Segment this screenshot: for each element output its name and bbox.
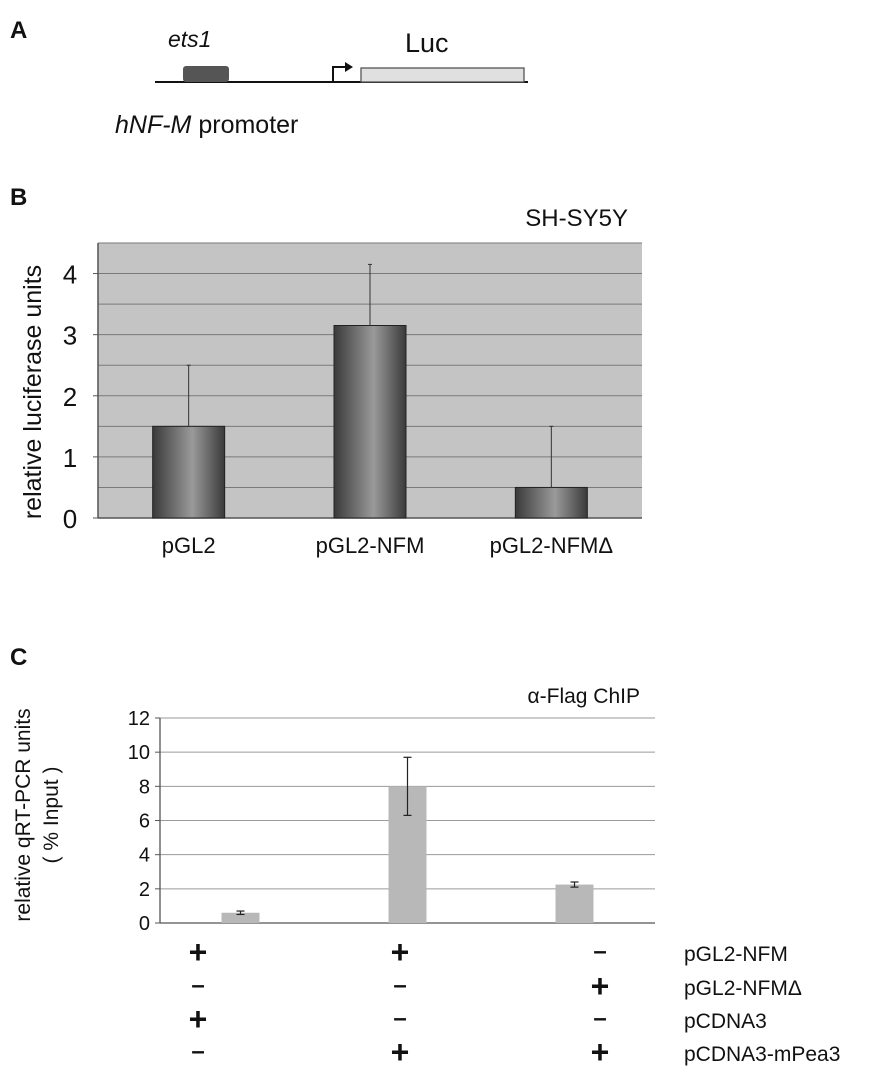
plus-mark: + — [591, 968, 610, 1004]
condition-label: pGL2-NFM — [684, 943, 788, 966]
plus-mark: + — [189, 934, 208, 970]
promoter-label-rest: promoter — [191, 111, 298, 139]
minus-mark: – — [593, 938, 606, 965]
y-tick-label: 10 — [128, 742, 150, 764]
luc-box — [360, 67, 525, 83]
panel-label-b: B — [10, 184, 27, 211]
y-tick-label: 3 — [63, 321, 77, 351]
y-tick-label: 12 — [128, 708, 150, 730]
luc-label: Luc — [405, 28, 449, 58]
plus-mark: + — [391, 934, 410, 970]
plus-mark: + — [591, 1034, 610, 1070]
panel-label-a: A — [10, 17, 27, 44]
tss-arrowhead — [345, 62, 353, 72]
y-tick-label: 4 — [63, 260, 77, 290]
condition-label: pCDNA3-mPea3 — [684, 1043, 840, 1066]
promoter-label-italic: hNF-M — [115, 111, 192, 139]
chart-title: α-Flag ChIP — [527, 685, 640, 708]
panel-b: B 0 1 2 3 4 pGL2 pGL2-NFM pGL2-NFMΔ SH-SY5Y relat… — [10, 184, 642, 558]
minus-mark: – — [191, 972, 204, 999]
bar — [333, 325, 407, 519]
y-axis-label-line1: relative qRT-PCR units — [12, 708, 35, 921]
bar — [221, 912, 260, 923]
chart-b: 0 1 2 3 4 pGL2 pGL2-NFM pGL2-NFMΔ SH-SY5Y relativ… — [19, 205, 642, 558]
minus-mark: – — [393, 1005, 406, 1032]
y-tick-label: 2 — [63, 382, 77, 412]
condition-label: pCDNA3 — [684, 1010, 767, 1033]
x-tick-label: pGL2-NFMΔ — [490, 533, 614, 558]
y-tick-label: 0 — [63, 504, 77, 534]
panel-label-c: C — [10, 644, 27, 671]
panel-a: A ets1 Luc hNF-M promoter — [10, 17, 528, 139]
condition-label: pGL2-NFMΔ — [684, 977, 802, 1000]
ets1-box — [183, 66, 229, 82]
bar — [555, 884, 594, 923]
y-tick-label: 8 — [139, 776, 150, 798]
minus-mark: – — [593, 1005, 606, 1032]
chart-c: 0 2 4 6 8 10 12 α-Flag ChIP relative qRT-PCR uni… — [12, 685, 840, 1070]
minus-mark: – — [393, 972, 406, 999]
plus-mark: + — [391, 1034, 410, 1070]
y-tick-label: 4 — [139, 845, 150, 867]
x-tick-label: pGL2 — [162, 533, 216, 558]
chart-title: SH-SY5Y — [525, 205, 628, 232]
y-tick-label: 1 — [63, 443, 77, 473]
panel-c: C 0 2 4 6 8 10 12 α-Flag ChIP relative qRT-PCR u… — [10, 644, 840, 1070]
y-axis-label: relative luciferase units — [19, 265, 47, 519]
y-axis-label-line2: ( % Input ) — [40, 767, 63, 864]
x-tick-label: pGL2-NFM — [316, 533, 425, 558]
y-tick-label: 2 — [139, 879, 150, 901]
tss-arrow — [332, 66, 347, 82]
bar — [152, 425, 226, 519]
ets1-label: ets1 — [168, 26, 211, 52]
plus-mark: + — [189, 1001, 208, 1037]
y-tick-label: 0 — [139, 913, 150, 935]
promoter-label: hNF-M promoter — [115, 111, 298, 139]
minus-mark: – — [191, 1038, 204, 1065]
bar — [514, 486, 588, 519]
y-tick-label: 6 — [139, 811, 150, 833]
